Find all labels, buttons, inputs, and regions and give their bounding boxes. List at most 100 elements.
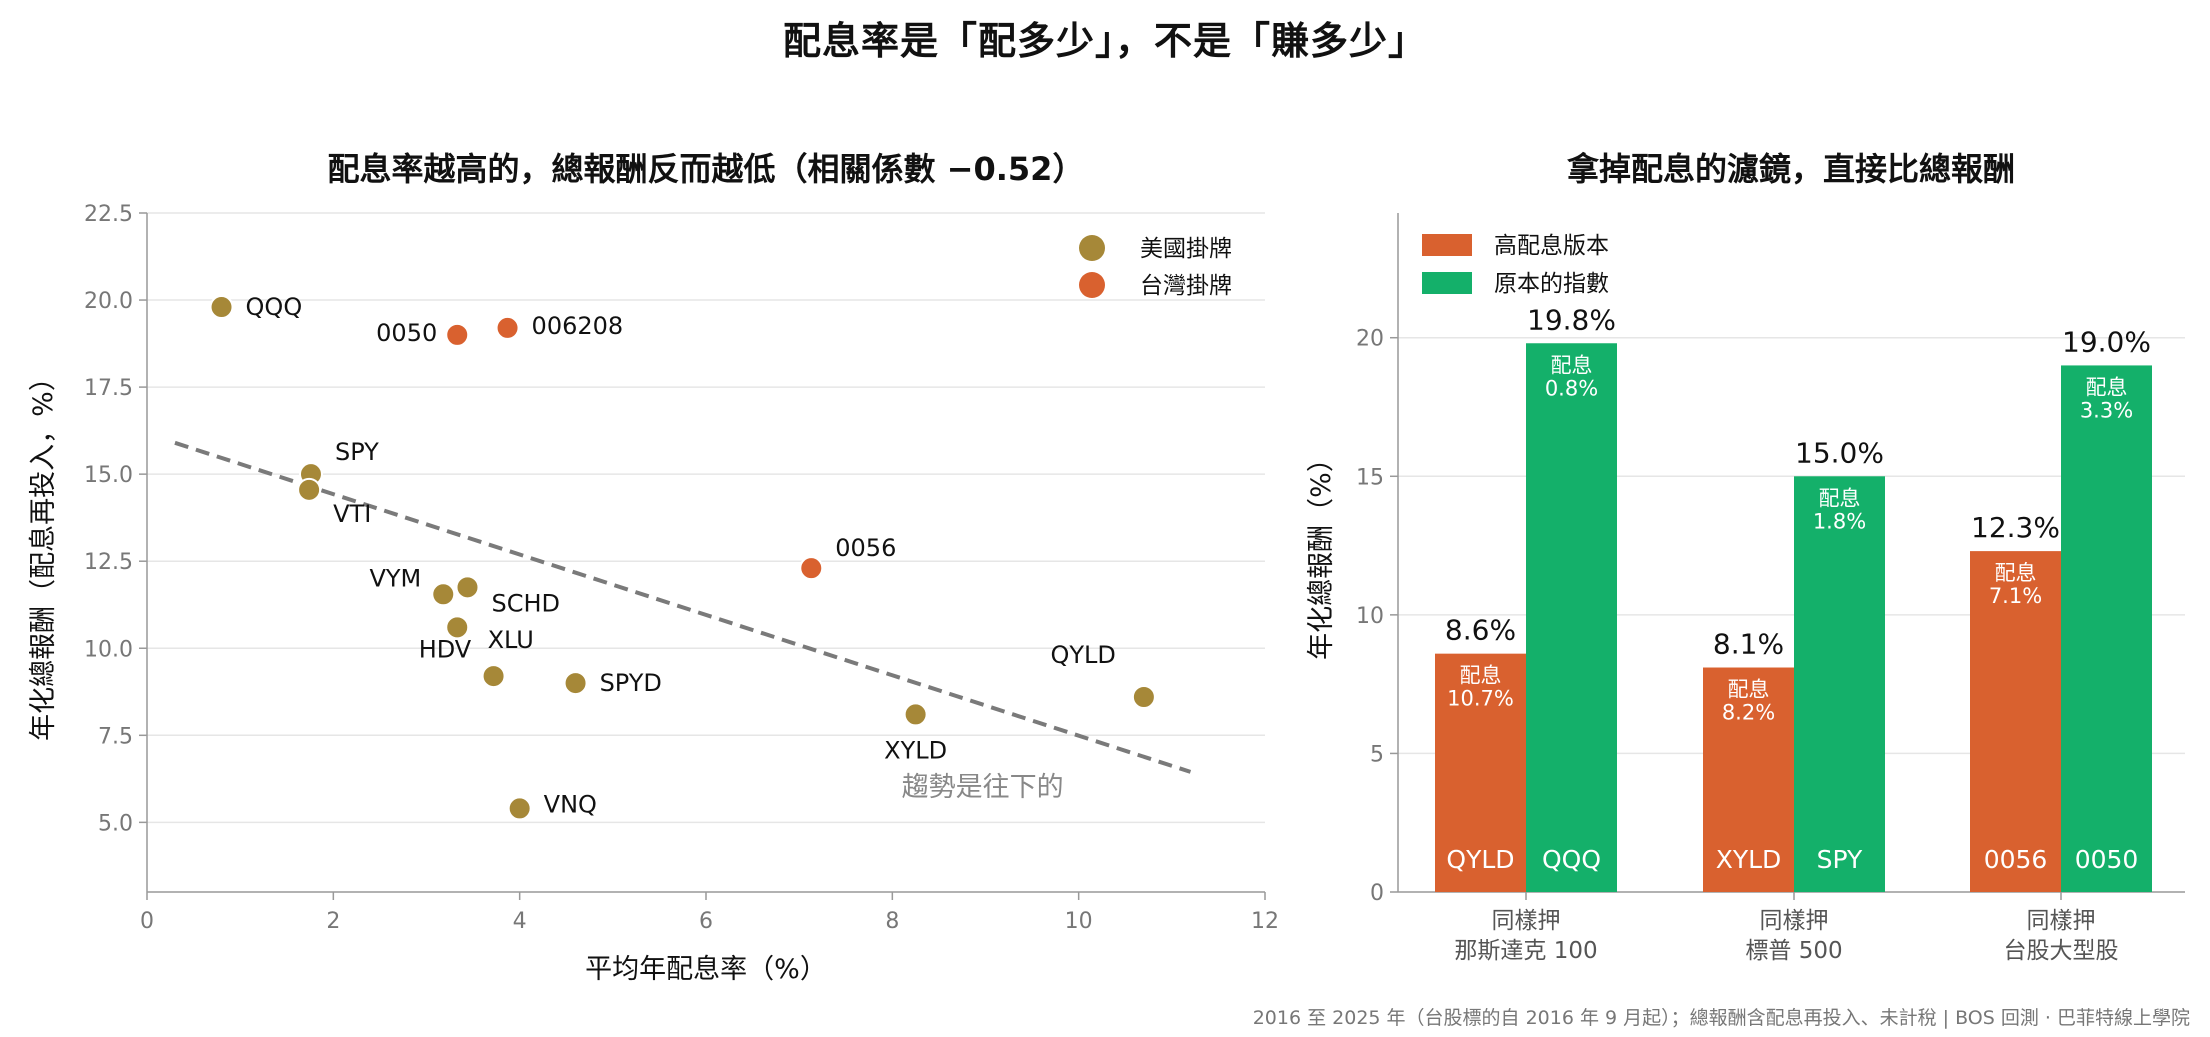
data-point-0050 [445, 322, 470, 347]
y-axis-label: 年化總報酬（%） [1306, 445, 1337, 660]
category-label-line: 同樣押 [2027, 908, 2096, 934]
category-label: 同樣押標普 500 [1745, 908, 1842, 964]
bar-value-label: 12.3% [1971, 511, 2060, 544]
bar-ticker-label: QQQ [1542, 845, 1601, 874]
bar-high-xyld [1703, 667, 1794, 892]
data-point-qqq [209, 295, 234, 320]
x-tick-label: 0 [140, 909, 154, 934]
main-title: 配息率是「配多少」，不是「賺多少」 [782, 19, 1427, 63]
data-point-vym [431, 582, 456, 607]
point-label: XLU [488, 626, 534, 654]
data-point-hdv [445, 615, 470, 640]
x-tick-label: 10 [1065, 909, 1093, 934]
point-label: SCHD [491, 589, 560, 617]
point-label: VYM [369, 564, 421, 592]
x-tick-label: 6 [699, 909, 713, 934]
data-point-006208 [495, 315, 520, 340]
trend-line [174, 440, 1192, 774]
bar-value-label: 8.6% [1445, 614, 1516, 647]
bar-ticker-label: 0050 [2075, 845, 2139, 874]
data-point-vti [297, 477, 322, 502]
y-tick-label: 20.0 [84, 289, 133, 314]
bar-yield-value: 3.3% [2080, 398, 2133, 422]
scatter-title: 配息率越高的，總報酬反而越低（相關係數 −0.52） [328, 150, 1085, 188]
bar-yield-value: 10.7% [1447, 687, 1514, 711]
y-tick-label: 20 [1356, 327, 1384, 352]
data-point-xlu [481, 664, 506, 689]
y-tick-label: 10 [1356, 604, 1384, 629]
legend-swatch-high [1422, 234, 1472, 256]
bar-yield-prefix: 配息 [1995, 561, 2037, 585]
trend-annotation: 趨勢是往下的 [902, 772, 1064, 803]
legend-label: 美國掛牌 [1140, 236, 1232, 262]
point-label: QQQ [246, 293, 303, 321]
bar-yield-prefix: 配息 [2086, 375, 2128, 399]
bar-value-label: 19.0% [2062, 325, 2151, 358]
scatter-chart: 配息率越高的，總報酬反而越低（相關係數 −0.52） 5.0 7.5 10.0 12.5… [28, 150, 1279, 985]
category-label-line: 同樣押 [1760, 908, 1829, 934]
data-point-0056 [799, 556, 824, 581]
bar-value-label: 19.8% [1527, 303, 1616, 336]
x-tick-label: 8 [885, 909, 899, 934]
bar-yield-value: 0.8% [1545, 376, 1598, 400]
y-tick-label: 10.0 [84, 637, 133, 662]
x-tick-label: 12 [1251, 909, 1279, 934]
legend-label: 台灣掛牌 [1140, 273, 1232, 299]
legend-swatch-orig [1422, 272, 1472, 294]
category-label: 同樣押那斯達克 100 [1454, 908, 1597, 964]
bar-high-0056 [1970, 551, 2061, 892]
bar-value-label: 8.1% [1713, 628, 1784, 661]
bar-yield-value: 8.2% [1722, 701, 1775, 725]
y-tick-label: 22.5 [84, 202, 133, 227]
data-point-qyld [1131, 685, 1156, 710]
data-point-schd [455, 575, 480, 600]
point-label: 006208 [532, 312, 624, 340]
y-tick-label: 5.0 [98, 811, 133, 836]
category-label-line: 標普 500 [1745, 938, 1842, 964]
point-label: SPY [335, 438, 379, 466]
bar-yield-prefix: 配息 [1460, 664, 1502, 688]
point-label: HDV [419, 635, 472, 663]
bar-ticker-label: XYLD [1716, 845, 1782, 874]
x-axis-label: 平均年配息率（%） [585, 954, 827, 985]
data-point-xyld [903, 702, 928, 727]
y-tick-label: 0 [1370, 881, 1384, 906]
footer-note: 2016 至 2025 年（台股標的自 2016 年 9 月起）；總報酬含配息再… [1252, 1007, 2190, 1029]
y-tick-label: 12.5 [84, 550, 133, 575]
data-point-vnq [507, 796, 532, 821]
y-tick-label: 7.5 [98, 724, 133, 749]
bar-ticker-label: 0056 [1984, 845, 2048, 874]
bar-orig-spy [1794, 476, 1885, 892]
category-label-line: 台股大型股 [2004, 938, 2119, 964]
y-tick-label: 17.5 [84, 376, 133, 401]
point-label: SPYD [600, 669, 662, 697]
bar-orig-0050 [2061, 365, 2152, 892]
legend-label: 原本的指數 [1494, 271, 1609, 297]
bar-high-qyld [1435, 653, 1526, 892]
y-tick-label: 15 [1356, 465, 1384, 490]
bar-yield-prefix: 配息 [1728, 678, 1770, 702]
legend-marker-tw [1079, 272, 1105, 298]
bar-orig-qqq [1526, 343, 1617, 892]
point-label: VNQ [544, 790, 597, 818]
bar-yield-prefix: 配息 [1819, 486, 1861, 510]
legend-marker-us [1079, 235, 1105, 261]
bar-title: 拿掉配息的濾鏡，直接比總報酬 [1567, 150, 2015, 188]
bar-yield-value: 7.1% [1989, 584, 2042, 608]
legend-label: 高配息版本 [1494, 233, 1609, 259]
data-point-spyd [563, 671, 588, 696]
y-tick-label: 15.0 [84, 463, 133, 488]
point-label: 0056 [835, 534, 896, 562]
category-label-line: 同樣押 [1492, 908, 1561, 934]
y-tick-label: 5 [1370, 742, 1384, 767]
bar-yield-value: 1.8% [1813, 509, 1866, 533]
bar-value-label: 15.0% [1795, 436, 1884, 469]
category-label-line: 那斯達克 100 [1454, 938, 1597, 964]
bar-ticker-label: SPY [1817, 845, 1863, 874]
bar-yield-prefix: 配息 [1551, 353, 1593, 377]
point-label: 0050 [376, 319, 437, 347]
point-label: VTI [333, 500, 371, 528]
category-label: 同樣押台股大型股 [2004, 908, 2119, 964]
